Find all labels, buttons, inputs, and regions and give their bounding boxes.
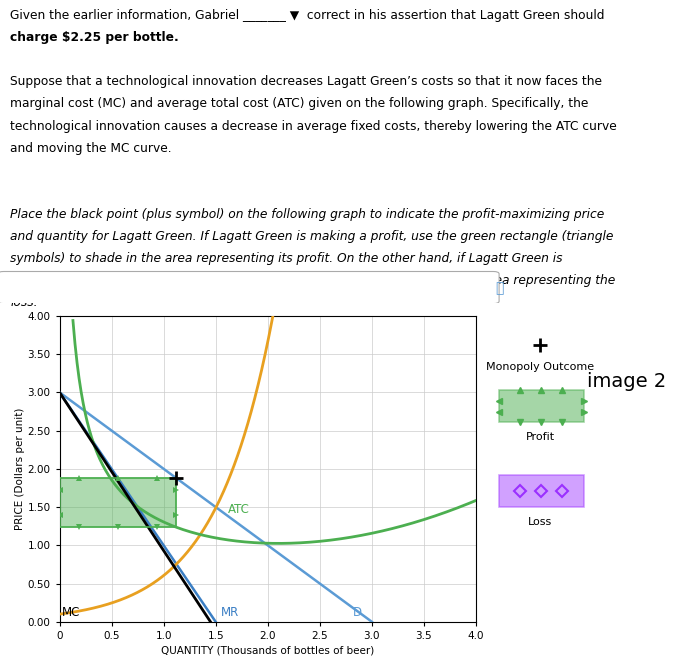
Text: loss.: loss.	[10, 296, 38, 309]
Bar	[499, 475, 584, 507]
Y-axis label: PRICE (Dollars per unit): PRICE (Dollars per unit)	[15, 408, 24, 530]
Text: Loss: Loss	[528, 517, 552, 528]
Text: technological innovation causes a decrease in average fixed costs, thereby lower: technological innovation causes a decrea…	[10, 120, 617, 132]
Text: Suppose that a technological innovation decreases Lagatt Green’s costs so that i: Suppose that a technological innovation …	[10, 76, 603, 88]
Text: Place the black point (plus symbol) on the following graph to indicate the profi: Place the black point (plus symbol) on t…	[10, 208, 605, 221]
Text: MR: MR	[221, 607, 239, 619]
Text: Given the earlier information, Gabriel _______ ▼  correct in his assertion that : Given the earlier information, Gabriel _…	[10, 9, 605, 22]
Text: suffering a loss, use the purple rectangle (diamond symbols) to shade in the are: suffering a loss, use the purple rectang…	[10, 274, 616, 288]
Text: symbols) to shade in the area representing its profit. On the other hand, if Lag: symbols) to shade in the area representi…	[10, 252, 563, 265]
Text: and quantity for Lagatt Green. If Lagatt Green is making a profit, use the green: and quantity for Lagatt Green. If Lagatt…	[10, 230, 614, 243]
Text: ATC: ATC	[228, 503, 250, 516]
X-axis label: QUANTITY (Thousands of bottles of beer): QUANTITY (Thousands of bottles of beer)	[161, 645, 374, 655]
Text: charge $2.25 per bottle.: charge $2.25 per bottle.	[10, 31, 179, 44]
Text: and moving the MC curve.: and moving the MC curve.	[10, 141, 172, 155]
Text: MC: MC	[62, 606, 80, 619]
Text: D: D	[353, 607, 363, 619]
Text: Profit: Profit	[526, 432, 555, 442]
Text: Monopoly Outcome: Monopoly Outcome	[486, 363, 594, 372]
Text: image 2: image 2	[587, 372, 666, 391]
Bar	[499, 390, 584, 422]
Text: marginal cost (MC) and average total cost (ATC) given on the following graph. Sp: marginal cost (MC) and average total cos…	[10, 97, 589, 111]
Text: ⓘ: ⓘ	[495, 281, 503, 295]
Bar	[60, 478, 176, 527]
FancyBboxPatch shape	[0, 272, 499, 303]
